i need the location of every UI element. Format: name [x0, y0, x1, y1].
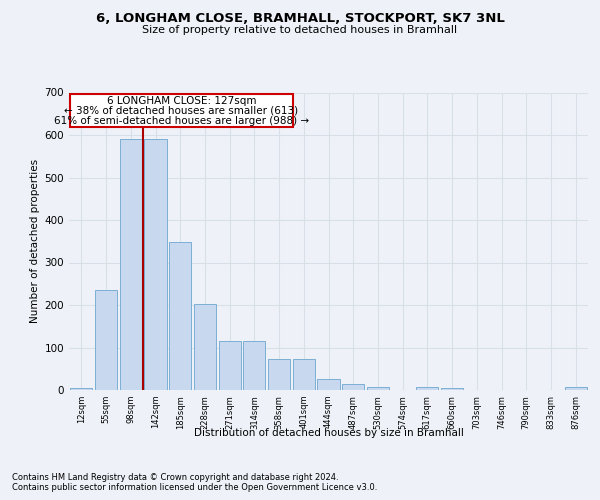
Text: 6 LONGHAM CLOSE: 127sqm: 6 LONGHAM CLOSE: 127sqm — [107, 96, 256, 106]
Bar — [194, 304, 216, 390]
Text: 6, LONGHAM CLOSE, BRAMHALL, STOCKPORT, SK7 3NL: 6, LONGHAM CLOSE, BRAMHALL, STOCKPORT, S… — [95, 12, 505, 26]
Bar — [416, 387, 439, 390]
Bar — [367, 386, 389, 390]
Bar — [95, 290, 117, 390]
Bar — [169, 242, 191, 390]
Bar — [342, 384, 364, 390]
Bar — [293, 360, 315, 390]
Text: ← 38% of detached houses are smaller (613): ← 38% of detached houses are smaller (61… — [64, 106, 299, 116]
Bar — [145, 139, 167, 390]
Y-axis label: Number of detached properties: Number of detached properties — [31, 159, 40, 324]
Bar — [70, 388, 92, 390]
Bar — [268, 360, 290, 390]
Text: Distribution of detached houses by size in Bramhall: Distribution of detached houses by size … — [194, 428, 464, 438]
Bar — [441, 388, 463, 390]
Bar — [317, 380, 340, 390]
Text: Contains HM Land Registry data © Crown copyright and database right 2024.: Contains HM Land Registry data © Crown c… — [12, 472, 338, 482]
Bar — [218, 341, 241, 390]
Bar — [243, 341, 265, 390]
Text: Size of property relative to detached houses in Bramhall: Size of property relative to detached ho… — [142, 25, 458, 35]
FancyBboxPatch shape — [70, 94, 293, 128]
Text: 61% of semi-detached houses are larger (988) →: 61% of semi-detached houses are larger (… — [54, 116, 309, 126]
Bar — [119, 139, 142, 390]
Text: Contains public sector information licensed under the Open Government Licence v3: Contains public sector information licen… — [12, 484, 377, 492]
Bar — [565, 387, 587, 390]
